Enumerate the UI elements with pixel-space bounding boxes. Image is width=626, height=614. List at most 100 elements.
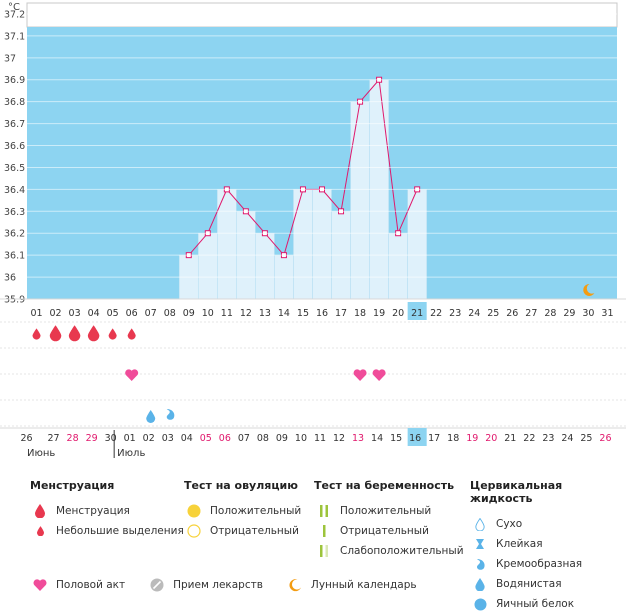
pregnancy-negative-icon (314, 524, 334, 538)
x-day-label: 05 (107, 308, 119, 319)
cycle-day-label: 29 (86, 433, 98, 444)
legend-ovulation-negative: Отрицательный (210, 525, 299, 537)
x-day-label: 18 (354, 308, 366, 319)
x-day-label: 25 (487, 308, 499, 319)
series-line-segment (264, 232, 285, 256)
y-tick-label: 36.7 (4, 119, 25, 130)
legend-ovulation-title: Тест на овуляцию (184, 479, 298, 492)
x-day-label: 31 (601, 308, 613, 319)
legend-menstruation-title: Менструация (30, 479, 115, 492)
cycle-day-label: 30 (105, 433, 117, 444)
watery-icon (470, 577, 490, 591)
y-tick-label: 35.9 (4, 295, 25, 306)
moon-icon (583, 283, 595, 296)
x-day-label: 24 (468, 308, 480, 319)
x-day-label: 27 (525, 308, 537, 319)
x-day-label: 28 (544, 308, 556, 319)
pill-icon (147, 578, 167, 592)
y-tick-label: 36.5 (4, 163, 25, 174)
sticky-icon (470, 538, 490, 550)
creamy-icon (470, 558, 490, 571)
legend-ovulation: Тест на овуляцию Положительный Отрицател… (184, 479, 301, 541)
x-day-label: 17 (335, 308, 347, 319)
legend-cervical-title: Цервикальная жидкость (470, 479, 563, 505)
cycle-day-label: 07 (238, 433, 250, 444)
temperature-bar (312, 189, 332, 300)
x-day-label: 11 (221, 308, 233, 319)
cycle-day-label: 25 (580, 433, 592, 444)
x-day-label: 15 (297, 308, 309, 319)
x-day-label: 21 (411, 308, 423, 319)
legend-ovulation-positive: Положительный (210, 505, 302, 517)
cycle-day-label: 11 (314, 433, 326, 444)
cycle-day-label: 02 (143, 433, 155, 444)
y-tick-label: 36.3 (4, 207, 25, 218)
menstruation-drop-icon (87, 325, 100, 342)
cycle-day-label: 23 (542, 433, 554, 444)
y-tick-label: 36.1 (4, 251, 25, 262)
cycle-day-label: 04 (181, 433, 193, 444)
spotting-drop-icon (108, 328, 117, 340)
x-day-label: 14 (278, 308, 290, 319)
cycle-day-label: 14 (371, 433, 383, 444)
y-tick-label: 36.9 (4, 75, 25, 86)
cycle-day-label: 15 (390, 433, 402, 444)
y-tick-label: 37.2 (4, 9, 25, 20)
x-day-label: 07 (145, 308, 157, 319)
x-day-label: 06 (126, 308, 138, 319)
legend-medication: Прием лекарств (173, 579, 263, 591)
temperature-bar (388, 232, 408, 300)
legend-pregnancy-negative: Отрицательный (340, 525, 429, 537)
pregnancy-faint-icon (314, 544, 334, 558)
cycle-day-label: 10 (295, 433, 307, 444)
legend-creamy: Кремообразная (496, 558, 583, 570)
cycle-day-label: 21 (504, 433, 516, 444)
bbt-chart: °C37.2 37.1 37 36.9 36.8 36.7 36.6 36.5 36.4 36.3… (0, 2, 626, 459)
temperature-bar (293, 189, 313, 300)
temperature-bar (255, 232, 275, 300)
cycle-day-label: 22 (523, 433, 535, 444)
legend-egg-white: Яичный белок (496, 598, 575, 610)
legend-pregnancy-positive: Положительный (340, 505, 432, 517)
cycle-day-label: 06 (219, 433, 231, 444)
legend-menstruation-label: Менструация (56, 505, 130, 517)
x-day-label: 01 (30, 308, 42, 319)
legend-cervical: Цервикальная жидкость Сухо Клейкая Кремо… (470, 479, 626, 614)
legend-other: Половой акт Прием лекарств Лунный календ… (30, 578, 439, 592)
x-day-label: 23 (449, 308, 461, 319)
x-day-label: 12 (240, 308, 252, 319)
x-day-label: 16 (316, 308, 328, 319)
legend-pregnancy: Тест на беременность Положительный Отриц… (314, 479, 464, 561)
cycle-day-label: 24 (561, 433, 573, 444)
small-drop-icon (30, 526, 50, 536)
egg-white-icon (470, 598, 490, 611)
y-tick-label: 37.1 (4, 31, 25, 42)
legend-menstruation: Менструация Менструация Небольшие выделе… (30, 479, 184, 541)
cycle-day-label: 17 (428, 433, 440, 444)
x-day-label: 29 (563, 308, 575, 319)
ovulation-negative-icon (184, 524, 204, 538)
cycle-day-label: 28 (67, 433, 79, 444)
x-day-label: 19 (373, 308, 385, 319)
highlight-day-cell (407, 302, 427, 320)
y-tick-label: 36.6 (4, 141, 25, 152)
legend-intercourse: Половой акт (56, 579, 126, 591)
pregnancy-positive-icon (314, 504, 334, 518)
cycle-highlight-cell (407, 428, 427, 446)
series-line-segment (340, 101, 361, 212)
heart-icon (372, 369, 386, 381)
legend-watery: Водянистая (496, 578, 562, 590)
cycle-day-label: 16 (409, 433, 421, 444)
cycle-day-label: 13 (352, 433, 364, 444)
y-tick-label: 37 (4, 53, 16, 64)
x-day-label: 26 (506, 308, 518, 319)
heart-icon (125, 369, 139, 381)
temperature-bar (197, 232, 218, 300)
drop-icon (30, 504, 50, 518)
heart-icon (353, 369, 367, 381)
x-day-label: 03 (69, 308, 81, 319)
y-tick-label: 36.2 (4, 229, 25, 240)
x-day-label: 04 (88, 308, 100, 319)
legend-dry: Сухо (496, 518, 523, 530)
cycle-day-label: 01 (124, 433, 136, 444)
